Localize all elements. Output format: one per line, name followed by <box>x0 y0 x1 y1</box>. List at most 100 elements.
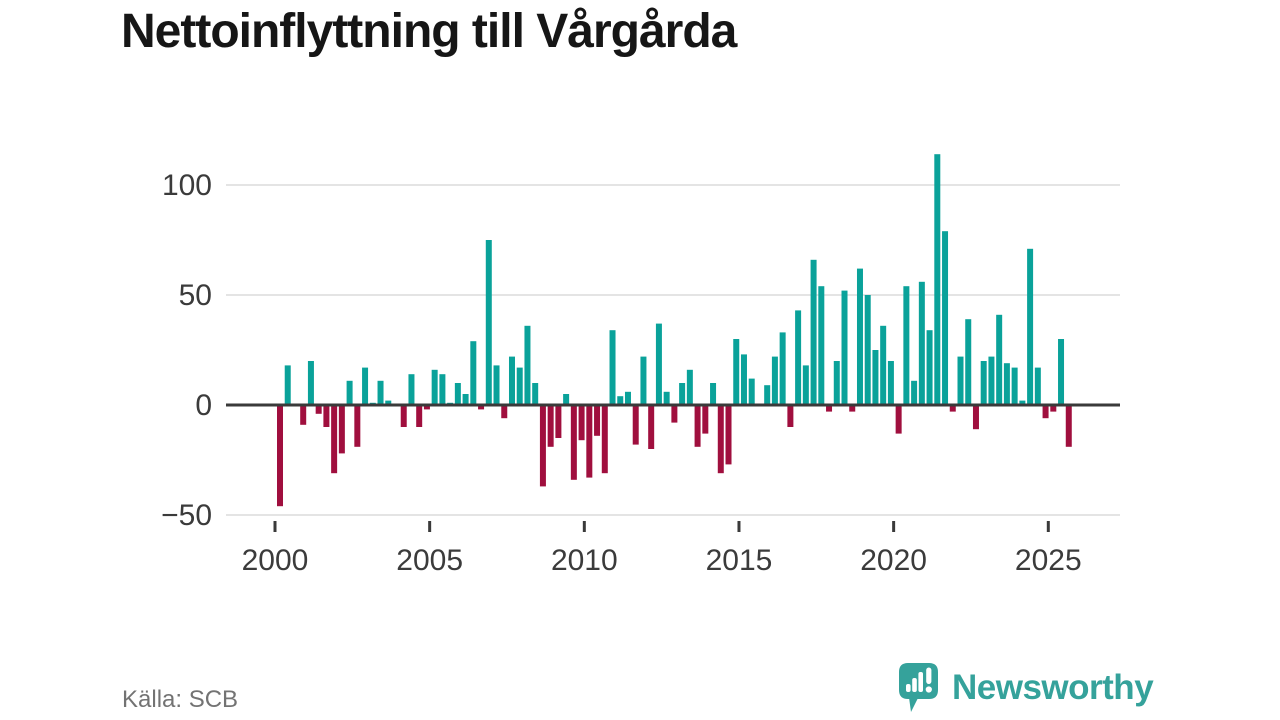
bar-2021-q2 <box>934 154 941 405</box>
bar-2022-q1 <box>957 356 964 405</box>
bar-2022-q4 <box>980 361 987 405</box>
bar-2000-q2 <box>284 365 291 405</box>
bar-2008-q1 <box>524 325 531 405</box>
bar-2018-q1 <box>833 361 840 405</box>
bar-2006-q4 <box>485 240 492 405</box>
bar-2023-q3 <box>1003 363 1010 405</box>
bar-2020-q4 <box>918 281 925 405</box>
bar-2006-q3 <box>478 405 485 410</box>
bar-2018-q2 <box>841 290 848 405</box>
bar-2024-q4 <box>1042 405 1049 419</box>
bar-2023-q4 <box>1011 367 1018 405</box>
source-note: Källa: SCB <box>122 686 239 713</box>
bar-2009-q1 <box>555 405 562 438</box>
bar-2014-q2 <box>717 405 724 474</box>
bar-2016-q1 <box>771 356 778 405</box>
y-axis-label-−50: −50 <box>161 499 212 532</box>
y-axis-label-0: 0 <box>195 389 212 422</box>
logo-exclamation-stem <box>926 667 932 684</box>
x-axis-label-2000: 2000 <box>242 544 309 577</box>
bar-2012-q1 <box>648 405 655 449</box>
bar-2023-q1 <box>988 356 995 405</box>
bar-2007-q1 <box>493 365 500 405</box>
bar-2021-q3 <box>942 231 949 405</box>
x-axis-label-2005: 2005 <box>396 544 463 577</box>
bar-2015-q4 <box>764 385 771 405</box>
bar-2007-q3 <box>508 356 515 405</box>
bar-2002-q4 <box>362 367 369 405</box>
x-axis-label-2020: 2020 <box>860 544 927 577</box>
bar-2011-q2 <box>624 391 631 405</box>
bar-2004-q2 <box>408 374 415 405</box>
bar-2001-q3 <box>323 405 330 427</box>
bar-2003-q3 <box>385 400 392 405</box>
bar-2013-q4 <box>702 405 709 434</box>
page-title: Nettoinflyttning till Vårgårda <box>121 5 737 58</box>
bar-2018-q3 <box>849 405 856 412</box>
bar-2007-q4 <box>516 367 523 405</box>
bar-2014-q4 <box>733 339 740 405</box>
bar-2009-q2 <box>563 394 570 405</box>
bar-2016-q3 <box>787 405 794 427</box>
bar-2011-q4 <box>640 356 647 405</box>
bar-2016-q4 <box>795 310 802 405</box>
bar-2015-q2 <box>748 378 755 405</box>
x-axis-label-2010: 2010 <box>551 544 618 577</box>
y-axis-label-50: 50 <box>179 279 212 312</box>
logo-bar-small <box>906 684 911 692</box>
bar-2015-q1 <box>740 354 747 405</box>
bar-2021-q4 <box>949 405 956 412</box>
bar-2024-q1 <box>1019 400 1026 405</box>
bar-2008-q2 <box>532 383 539 405</box>
bar-2023-q2 <box>996 314 1003 405</box>
bar-2004-q3 <box>416 405 423 427</box>
bar-2000-q1 <box>277 405 283 507</box>
bar-2019-q1 <box>864 295 871 405</box>
logo-exclamation-dot <box>925 686 932 693</box>
bar-2024-q2 <box>1027 248 1034 405</box>
bar-2005-q1 <box>431 369 438 405</box>
bar-2014-q3 <box>725 405 732 465</box>
bar-2013-q2 <box>686 369 693 405</box>
bar-2012-q3 <box>663 391 670 405</box>
bar-2004-q4 <box>423 405 430 410</box>
bar-2021-q1 <box>926 330 933 405</box>
bar-2022-q2 <box>965 319 972 405</box>
bar-2010-q4 <box>609 330 616 405</box>
bar-2009-q3 <box>570 405 577 480</box>
bar-2025-q2 <box>1058 339 1065 405</box>
bar-2009-q4 <box>578 405 585 441</box>
x-axis-label-2025: 2025 <box>1015 544 1082 577</box>
bar-2016-q2 <box>779 332 786 405</box>
bar-2001-q2 <box>315 405 322 414</box>
bar-2003-q2 <box>377 380 384 405</box>
bar-2020-q2 <box>903 286 910 405</box>
bar-2017-q1 <box>802 365 809 405</box>
bar-2006-q1 <box>462 394 469 405</box>
speech-bubble-bar-chart-icon <box>899 663 938 712</box>
bar-2013-q1 <box>679 383 686 405</box>
bar-2007-q2 <box>501 405 508 419</box>
bar-2001-q4 <box>331 405 338 474</box>
bar-2022-q3 <box>972 405 979 430</box>
bar-2004-q1 <box>400 405 407 427</box>
bar-2002-q1 <box>338 405 345 454</box>
bar-2012-q2 <box>655 323 662 405</box>
bar-2011-q1 <box>617 396 624 405</box>
x-axis-label-2015: 2015 <box>706 544 773 577</box>
bar-2014-q1 <box>710 383 717 405</box>
logo-bar-tall <box>918 672 923 692</box>
bar-2005-q2 <box>439 374 446 405</box>
bar-2005-q4 <box>454 383 461 405</box>
bar-2000-q4 <box>300 405 307 425</box>
bar-2002-q2 <box>346 380 353 405</box>
bar-2020-q1 <box>895 405 902 434</box>
bar-2010-q2 <box>594 405 601 436</box>
bar-2025-q1 <box>1050 405 1057 412</box>
brand-logo: Newsworthy <box>898 662 1154 714</box>
bar-2017-q3 <box>818 286 825 405</box>
bar-2017-q2 <box>810 259 817 405</box>
bar-2008-q3 <box>539 405 546 487</box>
bar-2019-q4 <box>887 361 894 405</box>
bar-2019-q2 <box>872 350 879 405</box>
